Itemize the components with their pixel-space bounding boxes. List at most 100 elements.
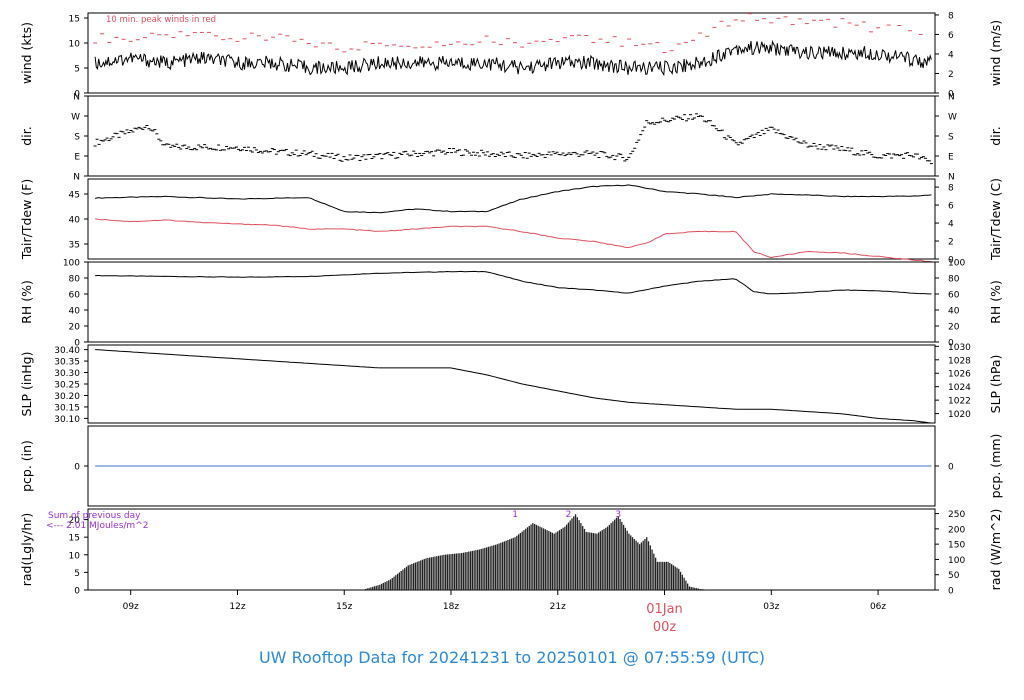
right-tick-label: 6 — [948, 202, 954, 212]
left-tick-label: 20 — [69, 516, 81, 526]
left-tick-label: 45 — [69, 191, 80, 201]
time-tick-label: 12z — [229, 602, 245, 612]
right-tick-label: 8 — [948, 11, 954, 21]
right-tick-label: 100 — [948, 259, 965, 269]
time-tick-label: 15z — [336, 602, 352, 612]
left-tick-label: 0 — [74, 463, 80, 473]
ylabel-left: RH (%) — [19, 280, 34, 324]
right-tick-label: 0 — [948, 90, 954, 100]
ylabel-left: dir. — [19, 126, 34, 145]
panel-frame — [87, 12, 936, 94]
ylabel-right: RH (%) — [988, 280, 1003, 324]
right-tick-label: 100 — [948, 556, 965, 566]
right-tick-label: 2 — [948, 70, 954, 80]
left-tick-label: 5 — [74, 569, 80, 579]
right-tick-label: N — [948, 93, 955, 103]
left-tick-label: E — [74, 153, 80, 163]
left-tick-label: 100 — [63, 259, 80, 269]
series-line-Tair — [94, 184, 932, 214]
right-tick-label: 0 — [948, 256, 954, 266]
right-tick-label: S — [948, 133, 954, 143]
right-tick-label: 40 — [948, 307, 960, 317]
series-line-slp — [95, 349, 932, 424]
ylabel-right: wind (m/s) — [988, 20, 1003, 86]
left-tick-label: 40 — [69, 307, 81, 317]
series-line-Tdew — [94, 218, 932, 263]
time-tick-label: 03z — [763, 602, 779, 612]
ylabel-left: SLP (inHg) — [19, 352, 34, 417]
left-tick-label: 30.20 — [54, 392, 80, 402]
rad-marker: 3 — [615, 510, 621, 520]
left-tick-label: N — [73, 93, 80, 103]
rad-annotation: Sum of previous day — [48, 511, 141, 521]
left-tick-label: 30.35 — [54, 358, 80, 368]
left-tick-label: 80 — [69, 275, 81, 285]
panel-pcp: 0 0 pcp. (in) pcp. (mm) — [19, 425, 1003, 507]
right-tick-label: 0 — [948, 463, 954, 473]
right-tick-label: 6 — [948, 31, 954, 41]
time-tick-label: 09z — [123, 602, 139, 612]
left-tick-label: W — [71, 113, 80, 123]
series-line-rh — [95, 270, 932, 295]
right-tick-label: 1028 — [948, 356, 971, 366]
right-tick-label: 80 — [948, 275, 960, 285]
right-tick-label: 20 — [948, 323, 960, 333]
left-tick-label: 10 — [69, 551, 81, 561]
right-tick-label: E — [948, 153, 954, 163]
right-tick-label: 200 — [948, 525, 965, 535]
right-tick-label: 2 — [948, 238, 954, 248]
ylabel-left: Tair/Tdew (F) — [19, 179, 34, 260]
right-tick-label: 1024 — [948, 383, 971, 393]
date-label: 01Jan — [646, 602, 683, 617]
left-tick-label: 30.40 — [54, 346, 80, 356]
left-tick-label: 60 — [69, 291, 81, 301]
rad-marker: 1 — [512, 510, 518, 520]
left-tick-label: 30.25 — [54, 381, 80, 391]
left-tick-label: 0 — [74, 339, 80, 349]
left-tick-label: 5 — [74, 65, 80, 75]
ylabel-left: rad(Lgly/hr) — [19, 513, 34, 587]
right-tick-label: 1020 — [948, 410, 971, 420]
left-tick-label: 15 — [69, 15, 80, 25]
left-tick-label: 30.30 — [54, 369, 80, 379]
right-tick-label: 8 — [948, 184, 954, 194]
chart-title: UW Rooftop Data for 20241231 to 20250101… — [258, 648, 766, 667]
left-tick-label: N — [73, 173, 80, 183]
right-tick-label: 1026 — [948, 370, 971, 380]
left-tick-label: 15 — [69, 534, 80, 544]
ylabel-right: dir. — [988, 126, 1003, 145]
panel-frame — [87, 95, 936, 177]
series-line-wind — [94, 39, 932, 77]
panel-temp: 35 40 45 0 2 4 6 8 Tair/Tdew (F) Tair/Tdew (C) — [19, 178, 1003, 266]
left-tick-label: 20 — [69, 323, 81, 333]
right-tick-label: 150 — [948, 541, 965, 551]
left-tick-label: 35 — [69, 241, 80, 251]
panel-wind: 0 5 10 15 0 2 4 6 8 wind (kts) wind (m/s) 10 min. p… — [19, 11, 1003, 99]
date-label-time: 00z — [653, 620, 677, 635]
panel-frame — [87, 178, 936, 260]
right-tick-label: 60 — [948, 291, 960, 301]
left-tick-label: 30.10 — [54, 415, 80, 425]
right-tick-label: 250 — [948, 510, 965, 520]
right-tick-label: 50 — [948, 571, 960, 581]
ylabel-right: SLP (hPa) — [988, 355, 1003, 414]
time-tick-label: 06z — [870, 602, 886, 612]
ylabel-left: wind (kts) — [19, 22, 34, 84]
rad-marker: 2 — [566, 510, 572, 520]
left-tick-label: 40 — [69, 216, 81, 226]
left-tick-label: S — [74, 133, 80, 143]
ylabel-right: pcp. (mm) — [988, 434, 1003, 499]
right-tick-label: 4 — [948, 50, 954, 60]
panel-frame — [87, 261, 936, 343]
rad-annotation-2: <--- 2.01 MJoules/m^2 — [46, 521, 148, 531]
right-tick-label: 4 — [948, 220, 954, 230]
right-tick-label: N — [948, 173, 955, 183]
right-tick-label: 1022 — [948, 397, 971, 407]
time-tick-label: 21z — [550, 602, 566, 612]
left-tick-label: 0 — [74, 587, 80, 597]
ylabel-right: Tair/Tdew (C) — [988, 178, 1003, 261]
